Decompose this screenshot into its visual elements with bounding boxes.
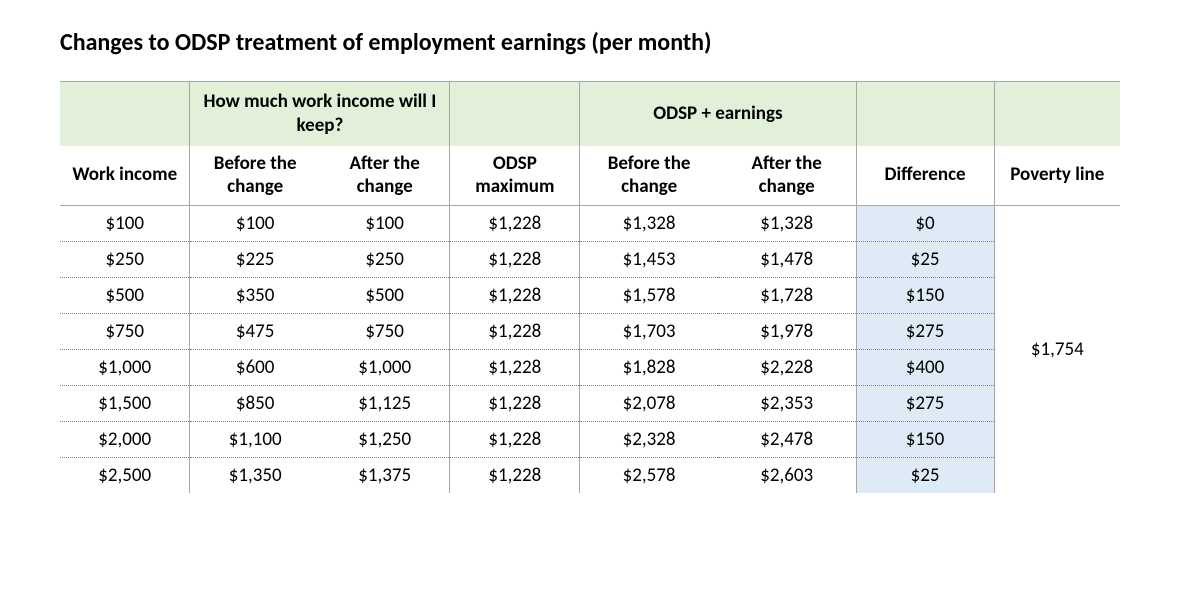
header-row-columns: Work income Before the change After the … [60, 146, 1120, 206]
header-odsp-max: ODSP maximum [450, 146, 580, 206]
cell-work: $1,000 [60, 350, 190, 386]
cell-keep-before: $600 [190, 350, 320, 386]
cell-odsp-max: $1,228 [450, 278, 580, 314]
cell-keep-after: $1,125 [320, 386, 450, 422]
page: Changes to ODSP treatment of employment … [0, 0, 1184, 533]
header-blank-diff [856, 82, 994, 146]
header-poverty-text: Poverty line [1010, 163, 1104, 186]
header-total-after-text: After the change [752, 152, 822, 199]
cell-diff: $25 [856, 242, 994, 278]
cell-poverty-line: $1,754 [994, 206, 1120, 494]
cell-tot-after: $1,978 [718, 314, 856, 350]
cell-keep-after: $750 [320, 314, 450, 350]
table-row: $250 $225 $250 $1,228 $1,453 $1,478 $25 [60, 242, 1120, 278]
header-work-income: Work income [60, 146, 190, 206]
cell-tot-before: $1,328 [580, 206, 718, 242]
header-keep-after-text: After the change [349, 152, 419, 199]
cell-diff: $25 [856, 458, 994, 494]
cell-odsp-max: $1,228 [450, 422, 580, 458]
cell-tot-after: $1,328 [718, 206, 856, 242]
cell-diff: $0 [856, 206, 994, 242]
cell-odsp-max: $1,228 [450, 458, 580, 494]
cell-keep-after: $1,375 [320, 458, 450, 494]
cell-diff: $275 [856, 386, 994, 422]
cell-work: $250 [60, 242, 190, 278]
header-total-after: After the change [718, 146, 856, 206]
header-odsp-max-text: ODSP maximum [475, 152, 554, 199]
cell-tot-before: $1,703 [580, 314, 718, 350]
cell-keep-before: $850 [190, 386, 320, 422]
cell-keep-after: $1,250 [320, 422, 450, 458]
header-difference: Difference [856, 146, 994, 206]
table-row: $100 $100 $100 $1,228 $1,328 $1,328 $0 $… [60, 206, 1120, 242]
header-work-income-text: Work income [72, 163, 177, 186]
cell-tot-after: $1,478 [718, 242, 856, 278]
table-row: $1,500 $850 $1,125 $1,228 $2,078 $2,353 … [60, 386, 1120, 422]
cell-work: $2,500 [60, 458, 190, 494]
table-row: $750 $475 $750 $1,228 $1,703 $1,978 $275 [60, 314, 1120, 350]
cell-keep-before: $475 [190, 314, 320, 350]
cell-tot-after: $1,728 [718, 278, 856, 314]
page-title: Changes to ODSP treatment of employment … [60, 28, 1124, 57]
cell-keep-before: $350 [190, 278, 320, 314]
cell-work: $1,500 [60, 386, 190, 422]
cell-tot-before: $2,578 [580, 458, 718, 494]
header-difference-text: Difference [884, 163, 965, 186]
header-keep-before-text: Before the change [214, 152, 297, 199]
cell-diff: $150 [856, 422, 994, 458]
cell-work: $750 [60, 314, 190, 350]
cell-odsp-max: $1,228 [450, 314, 580, 350]
header-total-before-text: Before the change [608, 152, 691, 199]
cell-odsp-max: $1,228 [450, 206, 580, 242]
cell-tot-after: $2,228 [718, 350, 856, 386]
cell-tot-before: $1,578 [580, 278, 718, 314]
cell-keep-before: $1,100 [190, 422, 320, 458]
header-blank-work [60, 82, 190, 146]
table-body: $100 $100 $100 $1,228 $1,328 $1,328 $0 $… [60, 206, 1120, 494]
table-row: $1,000 $600 $1,000 $1,228 $1,828 $2,228 … [60, 350, 1120, 386]
cell-tot-after: $2,353 [718, 386, 856, 422]
cell-keep-after: $500 [320, 278, 450, 314]
cell-keep-after: $250 [320, 242, 450, 278]
cell-tot-before: $2,328 [580, 422, 718, 458]
cell-keep-before: $225 [190, 242, 320, 278]
cell-tot-before: $1,828 [580, 350, 718, 386]
header-blank-poverty [994, 82, 1120, 146]
header-poverty: Poverty line [994, 146, 1120, 206]
table-row: $2,500 $1,350 $1,375 $1,228 $2,578 $2,60… [60, 458, 1120, 494]
header-blank-max [450, 82, 580, 146]
cell-diff: $275 [856, 314, 994, 350]
table-row: $500 $350 $500 $1,228 $1,578 $1,728 $150 [60, 278, 1120, 314]
cell-tot-after: $2,603 [718, 458, 856, 494]
header-group-total: ODSP + earnings [580, 82, 856, 146]
cell-diff: $150 [856, 278, 994, 314]
cell-odsp-max: $1,228 [450, 350, 580, 386]
cell-odsp-max: $1,228 [450, 242, 580, 278]
cell-work: $500 [60, 278, 190, 314]
cell-keep-after: $1,000 [320, 350, 450, 386]
cell-odsp-max: $1,228 [450, 386, 580, 422]
header-group-keep: How much work income will I keep? [190, 82, 450, 146]
cell-keep-after: $100 [320, 206, 450, 242]
header-total-before: Before the change [580, 146, 718, 206]
cell-tot-after: $2,478 [718, 422, 856, 458]
header-row-groups: How much work income will I keep? ODSP +… [60, 82, 1120, 146]
cell-tot-before: $1,453 [580, 242, 718, 278]
header-keep-after: After the change [320, 146, 450, 206]
header-keep-before: Before the change [190, 146, 320, 206]
cell-work: $2,000 [60, 422, 190, 458]
cell-diff: $400 [856, 350, 994, 386]
cell-keep-before: $1,350 [190, 458, 320, 494]
table-row: $2,000 $1,100 $1,250 $1,228 $2,328 $2,47… [60, 422, 1120, 458]
cell-keep-before: $100 [190, 206, 320, 242]
odsp-table: How much work income will I keep? ODSP +… [60, 81, 1120, 493]
cell-work: $100 [60, 206, 190, 242]
cell-tot-before: $2,078 [580, 386, 718, 422]
